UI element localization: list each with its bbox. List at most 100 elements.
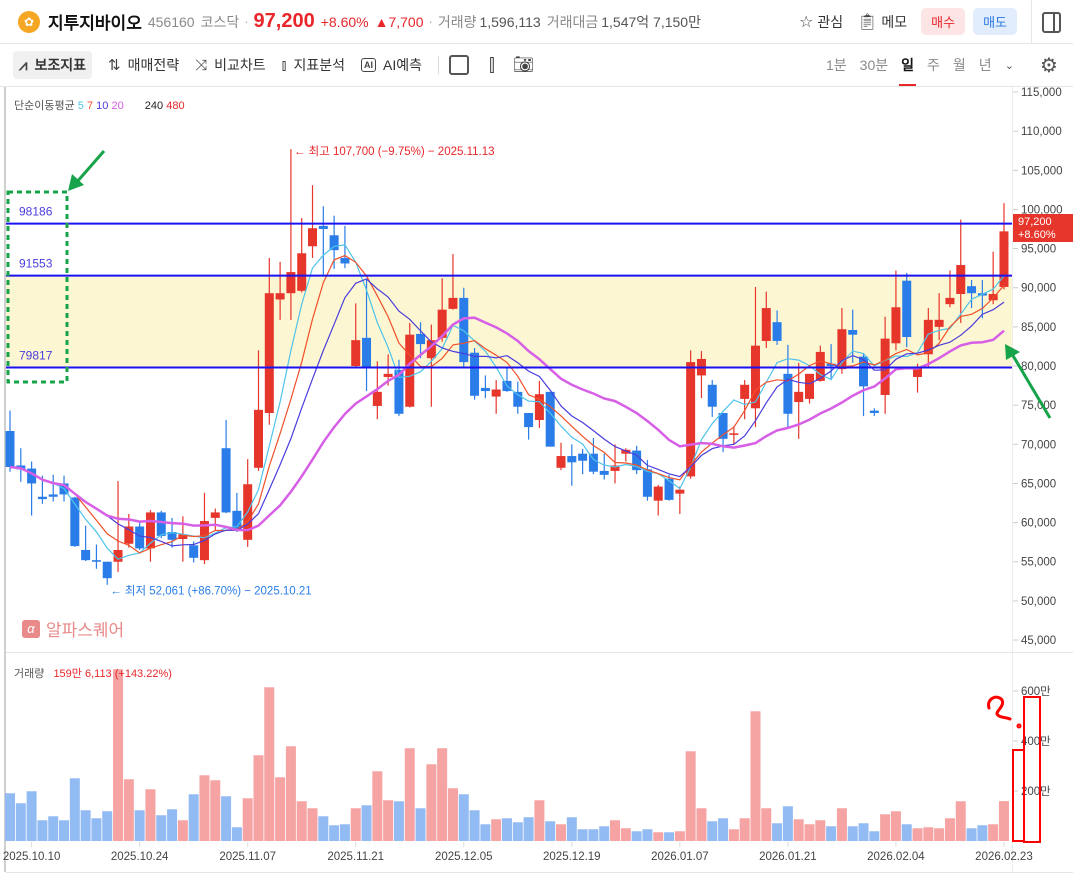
amount-label: 거래대금 <box>546 13 599 30</box>
candle-body <box>707 384 717 407</box>
candle-body <box>588 453 598 472</box>
price-chart[interactable]: 115,000 110,000 105,000 100,000 95,000 90,000… <box>0 86 1073 877</box>
candle-body <box>308 228 318 247</box>
timeframe-year[interactable]: 년 <box>978 57 992 73</box>
candle-body <box>362 337 372 368</box>
candle-body <box>329 235 339 251</box>
timeframe-30min[interactable]: 30분 <box>859 57 889 73</box>
volume-bar <box>718 818 729 841</box>
x-axis-label: 2025.11.21 <box>327 851 384 863</box>
candle-body <box>405 334 415 407</box>
candle-body <box>524 412 534 428</box>
candle-body <box>913 367 923 377</box>
candle-body <box>459 297 469 363</box>
timeframe-week[interactable]: 주 <box>927 57 940 73</box>
market-name: 코스닥 <box>200 13 240 30</box>
y-axis-label: 115,000 <box>1021 87 1062 99</box>
volume-bar <box>826 826 837 841</box>
y-axis-label: 55,000 <box>1021 557 1056 569</box>
volume-bar <box>231 827 242 841</box>
indicators-label: 보조지표 <box>34 57 86 73</box>
volume-bar <box>523 817 534 841</box>
volume-bar <box>296 801 307 841</box>
candle-body <box>848 330 858 335</box>
volume-bar <box>566 817 577 841</box>
sell-button[interactable]: 매도 <box>973 8 1017 35</box>
volume-bar <box>761 808 772 841</box>
ma-period-240: 240 <box>144 100 164 112</box>
memo-button[interactable]: 📋︎ 메모 <box>857 12 907 32</box>
timeframe-day[interactable]: 일 <box>899 44 916 86</box>
timeframe-month[interactable]: 월 <box>952 57 966 73</box>
watchlist-button[interactable]: ☆ 관심 <box>799 12 843 32</box>
volume-bar <box>188 794 199 841</box>
volume-bar <box>610 820 621 841</box>
candle-body <box>145 512 155 549</box>
volume-bar <box>804 824 815 841</box>
volume-bar <box>653 832 664 841</box>
ai-predict-button[interactable]: AI AI예측 <box>361 51 422 79</box>
volume-bar <box>285 746 296 841</box>
y-axis-label: 70,000 <box>1021 439 1056 451</box>
current-price: 97,200 <box>253 10 315 32</box>
volume-bar <box>815 820 826 841</box>
candle-body <box>999 231 1009 287</box>
candle-body <box>761 308 771 341</box>
ma-period-480: 480 <box>166 100 185 112</box>
volume-bar <box>134 810 145 841</box>
volume-bar <box>242 798 253 841</box>
timeframe-1min[interactable]: 1분 <box>826 57 847 73</box>
candle-body <box>891 307 901 344</box>
ma-legend-label: 단순이동평균 <box>14 100 75 112</box>
volume-bar <box>221 796 232 841</box>
volume-bar <box>944 818 955 841</box>
volume-legend-value: 159만 6,113 (+143.22%) <box>53 668 172 680</box>
indicators-button[interactable]: ⩘ 보조지표 <box>13 51 92 79</box>
candle-body <box>480 387 490 392</box>
strategy-button[interactable]: ⇅ 매매전략 <box>108 51 179 79</box>
candle-body <box>632 450 642 471</box>
candle-body <box>383 373 393 377</box>
ma-period-5: 5 <box>77 100 84 112</box>
candle-body <box>426 340 436 359</box>
panel-toggle-icon[interactable] <box>1042 12 1061 33</box>
camera-icon[interactable]: 📷︎ <box>512 55 535 74</box>
volume-axis-label: 400만 <box>1021 735 1051 748</box>
volume-bar <box>858 823 869 841</box>
volume-bar <box>782 806 793 841</box>
candle-type-icon[interactable]: ⫿ <box>489 54 495 75</box>
candle-body <box>156 512 166 536</box>
candle-body <box>718 412 728 439</box>
green-arrow-icon <box>68 150 106 191</box>
candle-body <box>48 494 58 497</box>
x-axis-label: 2025.12.19 <box>543 851 601 863</box>
ma-legend[interactable]: 단순이동평균 5 7 10 20 240 480 <box>14 97 185 113</box>
volume-bar <box>501 818 512 841</box>
candle-body <box>567 456 577 463</box>
volume-bar <box>80 810 91 841</box>
volume-bar <box>901 824 912 841</box>
drawing-box-icon[interactable] <box>449 55 469 75</box>
analysis-button[interactable]: ⫾ 지표분석 <box>282 51 345 79</box>
buy-button[interactable]: 매수 <box>921 8 966 35</box>
volume-bar <box>480 824 491 841</box>
volume-bar <box>210 780 221 841</box>
volume-bar <box>113 669 124 841</box>
candle-body <box>372 391 382 406</box>
candle-body <box>102 561 112 579</box>
candle-body <box>664 478 674 500</box>
chevron-down-icon[interactable]: ⌄ <box>1004 59 1014 72</box>
candle-body <box>578 453 588 461</box>
ma10-line <box>9 278 1005 547</box>
candle-body <box>91 560 101 562</box>
gear-icon[interactable]: ⚙ <box>1040 55 1058 77</box>
indicator-add-icon: ⩘ <box>19 56 28 74</box>
candle-body <box>967 286 977 294</box>
red-question-mark-icon <box>987 695 1022 729</box>
candle-body <box>5 430 15 468</box>
volume-bar <box>556 824 567 841</box>
compare-button[interactable]: ⤨ 비교차트 <box>195 51 266 79</box>
price-tag-change: +8.60% <box>1018 229 1056 241</box>
volume-bar <box>912 828 923 841</box>
candle-body <box>783 373 793 414</box>
